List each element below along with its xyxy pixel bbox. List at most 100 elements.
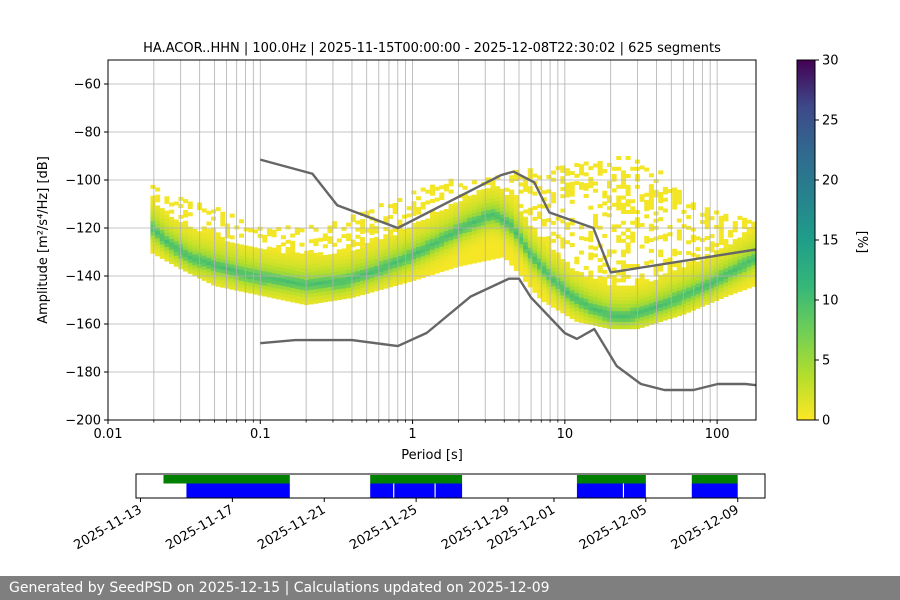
- heat-cell: [406, 256, 412, 261]
- heat-cell: [681, 292, 687, 297]
- heat-cell: [611, 188, 617, 193]
- heat-cell: [611, 300, 617, 304]
- heat-cell: [583, 319, 589, 324]
- heat-cell: [206, 250, 212, 255]
- heat-cell: [383, 234, 389, 239]
- heat-cell: [187, 226, 193, 231]
- heat-cell: [299, 253, 305, 258]
- heat-cell: [229, 271, 235, 276]
- heat-cell: [425, 218, 431, 223]
- heat-cell: [490, 187, 496, 192]
- heat-cell: [537, 265, 543, 270]
- heat-cell: [597, 319, 603, 324]
- heat-cell: [606, 306, 612, 311]
- heat-cell: [746, 284, 752, 289]
- heat-cell: [280, 278, 286, 283]
- heat-cell: [183, 220, 189, 225]
- heat-cell: [471, 216, 477, 221]
- heat-cell: [453, 206, 459, 211]
- heat-cell: [252, 268, 258, 273]
- heat-cell: [606, 292, 612, 297]
- heat-cell: [681, 285, 687, 290]
- heat-cell: [676, 312, 682, 317]
- heat-cell: [732, 224, 738, 229]
- heat-cell: [420, 245, 426, 250]
- heat-cell: [252, 272, 258, 277]
- heat-cell: [243, 277, 249, 282]
- heat-cell: [644, 203, 650, 208]
- heat-cell: [350, 254, 356, 259]
- heat-cell: [415, 253, 422, 258]
- heat-cell: [648, 227, 654, 232]
- heat-cell: [481, 207, 487, 212]
- heat-cell: [346, 251, 352, 256]
- heat-cell: [751, 239, 756, 244]
- heat-cell: [537, 251, 543, 256]
- heat-cell: [616, 199, 622, 204]
- heat-cell: [350, 257, 356, 262]
- heat-cell: [238, 258, 245, 263]
- heat-cell: [606, 198, 612, 203]
- heat-cell: [686, 276, 692, 281]
- heat-cell: [401, 254, 408, 259]
- heat-cell: [620, 260, 626, 265]
- heat-cell: [648, 173, 654, 178]
- heat-cell: [672, 291, 678, 296]
- heat-cell: [667, 264, 673, 269]
- heat-cell: [155, 209, 161, 214]
- heat-cell: [266, 275, 272, 280]
- heat-cell: [541, 283, 547, 288]
- heat-cell: [485, 177, 491, 182]
- heat-cell: [569, 232, 575, 237]
- heat-cell: [667, 311, 673, 316]
- heat-cell: [704, 272, 710, 277]
- heat-cell: [658, 217, 664, 222]
- heat-cell: [592, 318, 599, 323]
- heat-cell: [411, 269, 417, 274]
- heat-cell: [411, 244, 417, 249]
- heat-cell: [625, 192, 631, 196]
- heat-cell: [611, 325, 617, 330]
- heat-cell: [397, 280, 403, 285]
- heat-cell: [388, 229, 394, 234]
- heat-cell: [499, 210, 505, 215]
- heat-cell: [742, 264, 748, 269]
- heat-cell: [229, 256, 235, 261]
- heat-cell: [565, 182, 571, 187]
- heat-cell: [485, 234, 491, 239]
- heat-cell: [546, 272, 552, 277]
- heat-cell: [551, 282, 557, 287]
- heat-cell: [187, 251, 193, 256]
- heat-cell: [588, 317, 594, 322]
- heat-cell: [383, 263, 389, 268]
- heat-cell: [262, 270, 268, 275]
- heat-cell: [532, 256, 538, 261]
- heat-cell: [551, 264, 557, 269]
- coverage-green-segment: [370, 475, 463, 484]
- heat-cell: [229, 278, 235, 283]
- heat-cell: [308, 300, 314, 305]
- heat-cell: [709, 248, 715, 253]
- heat-cell: [401, 247, 408, 252]
- heat-cell: [364, 257, 370, 262]
- heat-cell: [327, 265, 333, 270]
- heat-cell: [588, 277, 594, 282]
- heat-cell: [415, 232, 422, 237]
- heat-cell: [271, 251, 277, 256]
- heat-cell: [299, 275, 305, 280]
- heat-cell: [644, 289, 650, 294]
- heat-cell: [611, 249, 617, 254]
- heat-cell: [718, 219, 724, 224]
- heat-cell: [714, 260, 720, 265]
- heat-cell: [327, 239, 333, 244]
- heat-cell: [271, 283, 277, 288]
- heat-cell: [676, 294, 682, 299]
- heat-cell: [625, 156, 631, 160]
- heat-cell: [658, 285, 664, 290]
- heat-cell: [448, 243, 454, 248]
- heat-cell: [299, 271, 305, 276]
- heat-cell: [318, 252, 324, 257]
- heat-cell: [397, 255, 403, 260]
- heat-cell: [327, 257, 333, 262]
- heat-cell: [290, 298, 296, 303]
